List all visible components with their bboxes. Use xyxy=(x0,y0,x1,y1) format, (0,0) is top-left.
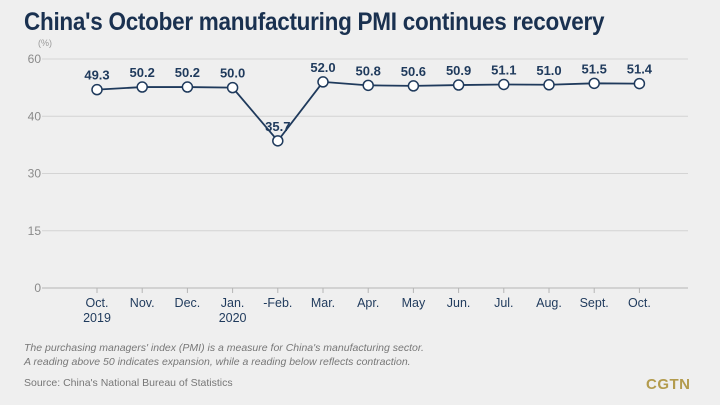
y-tick-label: 0 xyxy=(34,281,41,295)
data-label: 50.0 xyxy=(220,66,245,81)
data-label: 50.6 xyxy=(401,64,426,79)
y-tick-label: 40 xyxy=(28,109,42,123)
data-label: 35.7 xyxy=(265,119,290,134)
data-label: 50.2 xyxy=(175,65,200,80)
data-point xyxy=(226,81,239,94)
y-axis-ticks: 60 40 30 15 0 xyxy=(28,52,42,295)
data-point xyxy=(181,81,194,93)
x-tick-label: -Feb. xyxy=(263,296,292,310)
data-label: 52.0 xyxy=(310,60,335,75)
gridlines xyxy=(42,58,688,232)
x-tick-label: Jun. xyxy=(447,296,471,310)
data-point xyxy=(136,81,148,93)
x-tick-label: Mar. xyxy=(311,296,335,310)
x-tick-label: Aug. xyxy=(536,296,562,310)
x-tick-label: Nov. xyxy=(130,296,155,310)
source-credit: Source: China's National Bureau of Stati… xyxy=(24,377,233,389)
x-tick-label: Oct. xyxy=(86,296,109,310)
data-label: 51.1 xyxy=(491,62,516,77)
data-label: 51.4 xyxy=(627,62,653,77)
data-point xyxy=(498,78,510,91)
x-tick-label: Jul. xyxy=(494,296,513,310)
data-point xyxy=(543,79,555,91)
x-tick-label: Jan. xyxy=(221,296,245,310)
data-label: 50.9 xyxy=(446,63,471,78)
data-point xyxy=(272,135,284,147)
x-tick-label: May xyxy=(402,296,426,310)
data-markers xyxy=(91,76,646,147)
data-point xyxy=(588,77,600,90)
cgtn-logo: CGTN xyxy=(646,376,691,393)
chart-note: The purchasing managers' index (PMI) is … xyxy=(24,341,424,369)
note-line-2: A reading above 50 indicates expansion, … xyxy=(24,356,411,368)
x-tick-label-year: 2019 xyxy=(83,311,111,325)
x-tick-label: Sept. xyxy=(580,296,609,310)
data-point xyxy=(407,80,420,92)
note-line-1: The purchasing managers' index (PMI) is … xyxy=(24,342,424,354)
x-tick-label-year: 2020 xyxy=(219,311,247,325)
data-point xyxy=(362,79,374,92)
data-point xyxy=(452,79,465,91)
data-point xyxy=(317,76,329,88)
data-point xyxy=(91,83,103,96)
y-tick-label: 60 xyxy=(28,52,42,66)
x-tick-label: Apr. xyxy=(357,296,379,310)
data-labels: 49.3 50.2 50.2 50.0 35.7 52.0 50.8 50.6 50.9 51.1… xyxy=(84,60,652,134)
y-tick-label: 30 xyxy=(28,167,42,181)
data-label: 51.5 xyxy=(582,61,607,76)
x-tick-label: Dec. xyxy=(175,296,201,310)
y-axis-unit-label: (%) xyxy=(38,38,52,48)
data-label: 49.3 xyxy=(84,68,109,83)
data-label: 51.0 xyxy=(536,63,561,78)
data-label: 50.2 xyxy=(130,65,155,80)
data-label: 50.8 xyxy=(356,63,381,78)
x-tick-label: Oct. xyxy=(628,296,651,310)
data-point xyxy=(633,77,646,90)
chart-title: China's October manufacturing PMI contin… xyxy=(24,8,605,36)
y-tick-label: 15 xyxy=(28,224,42,238)
